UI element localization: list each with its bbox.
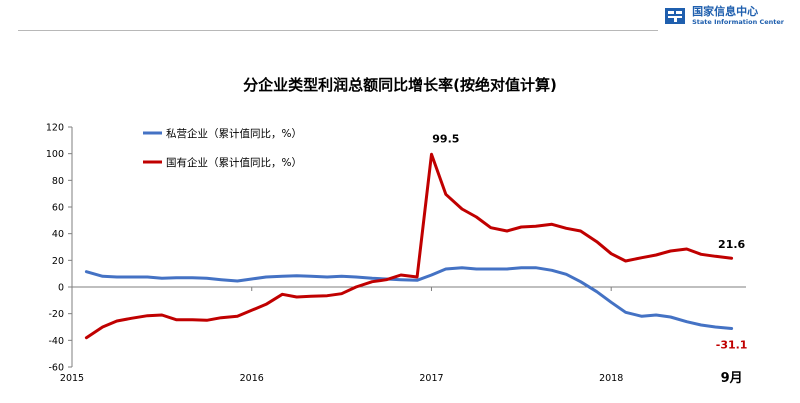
x-tick-label: 2017 (419, 373, 443, 384)
series-line-state (84, 152, 734, 340)
y-tick-label: 80 (52, 176, 64, 187)
y-tick-label: 60 (52, 203, 64, 214)
chart-title: 分企业类型利润总额同比增长率(按绝对值计算) (243, 76, 557, 94)
series-line-private (84, 266, 734, 330)
chart-series (84, 152, 734, 340)
chart-annotations: 99.5 21.6 -31.1 (432, 132, 747, 351)
x-tick-label: 2015 (60, 373, 84, 384)
legend-label: 私营企业（累计值同比，%） (166, 127, 302, 140)
annotation-label: 21.6 (718, 238, 745, 251)
state-information-center-logo-icon (665, 8, 686, 24)
legend-label: 国有企业（累计值同比，%） (166, 156, 302, 169)
y-tick-label: 100 (46, 149, 64, 160)
chart-axes: -60 -40 -20 0 20 40 60 80 100 120 2015 2016 2017 2018… (46, 123, 746, 386)
annotation-label: 99.5 (432, 132, 459, 145)
y-tick-label: 20 (52, 256, 64, 267)
y-tick-label: 40 (52, 229, 64, 240)
y-tick-label: -60 (48, 363, 64, 374)
y-tick-label: -20 (48, 309, 64, 320)
annotation-label: -31.1 (716, 338, 748, 351)
chart-legend: 私营企业（累计值同比，%） 国有企业（累计值同比，%） (143, 127, 302, 169)
logo: 国家信息中心 State Information Center (664, 6, 784, 26)
x-end-label: 9月 (721, 371, 743, 386)
header-divider (18, 30, 658, 31)
x-tick-label: 2016 (240, 373, 264, 384)
logo-title-en: State Information Center (692, 18, 784, 26)
x-tick-label: 2018 (599, 373, 623, 384)
y-tick-label: 0 (58, 283, 64, 294)
y-tick-label: -40 (48, 336, 64, 347)
logo-title-cn: 国家信息中心 (692, 5, 759, 18)
y-tick-label: 120 (46, 123, 64, 134)
